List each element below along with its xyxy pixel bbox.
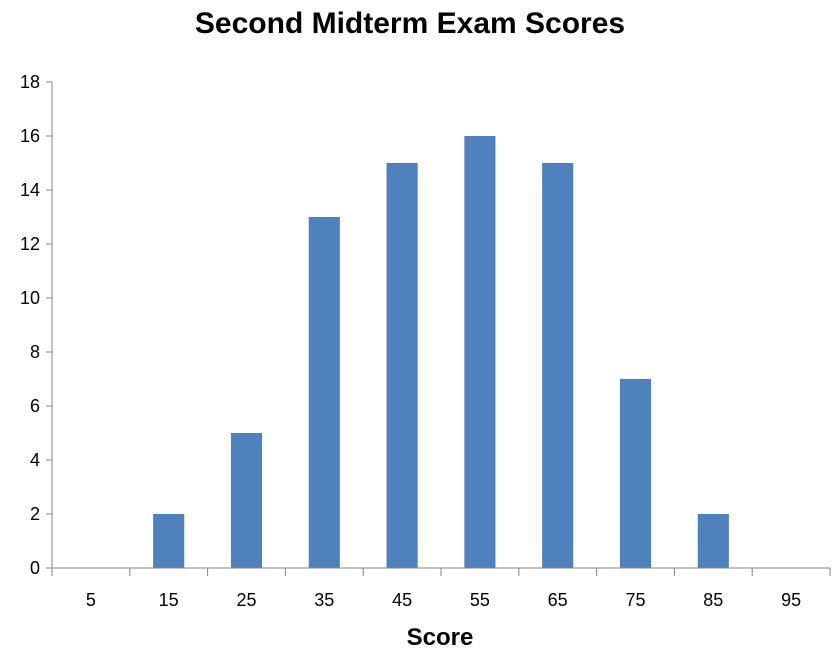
x-tick-label: 55 bbox=[470, 590, 490, 610]
x-tick-label: 15 bbox=[159, 590, 179, 610]
bar-75 bbox=[619, 379, 652, 568]
bar-15 bbox=[153, 514, 185, 568]
x-tick-label: 45 bbox=[392, 590, 412, 610]
bar-25 bbox=[230, 433, 263, 568]
x-tick-label: 65 bbox=[548, 590, 568, 610]
chart-title: Second Midterm Exam Scores bbox=[195, 7, 625, 40]
bar-85 bbox=[697, 514, 729, 568]
x-tick-label: 75 bbox=[625, 590, 645, 610]
bar-65 bbox=[542, 163, 574, 568]
bars-group bbox=[153, 136, 729, 568]
y-tick-label: 0 bbox=[30, 558, 40, 578]
x-tick-label: 85 bbox=[703, 590, 723, 610]
y-tick-label: 6 bbox=[30, 396, 40, 416]
x-axis-label: Score bbox=[407, 624, 474, 651]
bar-55 bbox=[464, 136, 496, 568]
x-tick-label: 25 bbox=[236, 590, 256, 610]
y-tick-label: 16 bbox=[20, 126, 40, 146]
x-axis-ticks: 5 15 25 35 45 55 65 75 85 95 bbox=[51, 568, 831, 610]
y-tick-label: 14 bbox=[20, 180, 40, 200]
x-tick-label: 5 bbox=[86, 590, 96, 610]
bar-35 bbox=[308, 217, 340, 568]
y-tick-label: 4 bbox=[30, 450, 40, 470]
x-tick-label: 95 bbox=[781, 590, 801, 610]
y-tick-label: 8 bbox=[30, 342, 40, 362]
y-axis-ticks: 0 2 4 6 8 10 12 14 16 18 bbox=[20, 72, 52, 578]
y-tick-label: 12 bbox=[20, 234, 40, 254]
x-tick-label: 35 bbox=[314, 590, 334, 610]
y-tick-label: 18 bbox=[20, 72, 40, 92]
y-tick-label: 10 bbox=[20, 288, 40, 308]
bar-45 bbox=[386, 163, 418, 568]
y-tick-label: 2 bbox=[30, 504, 40, 524]
